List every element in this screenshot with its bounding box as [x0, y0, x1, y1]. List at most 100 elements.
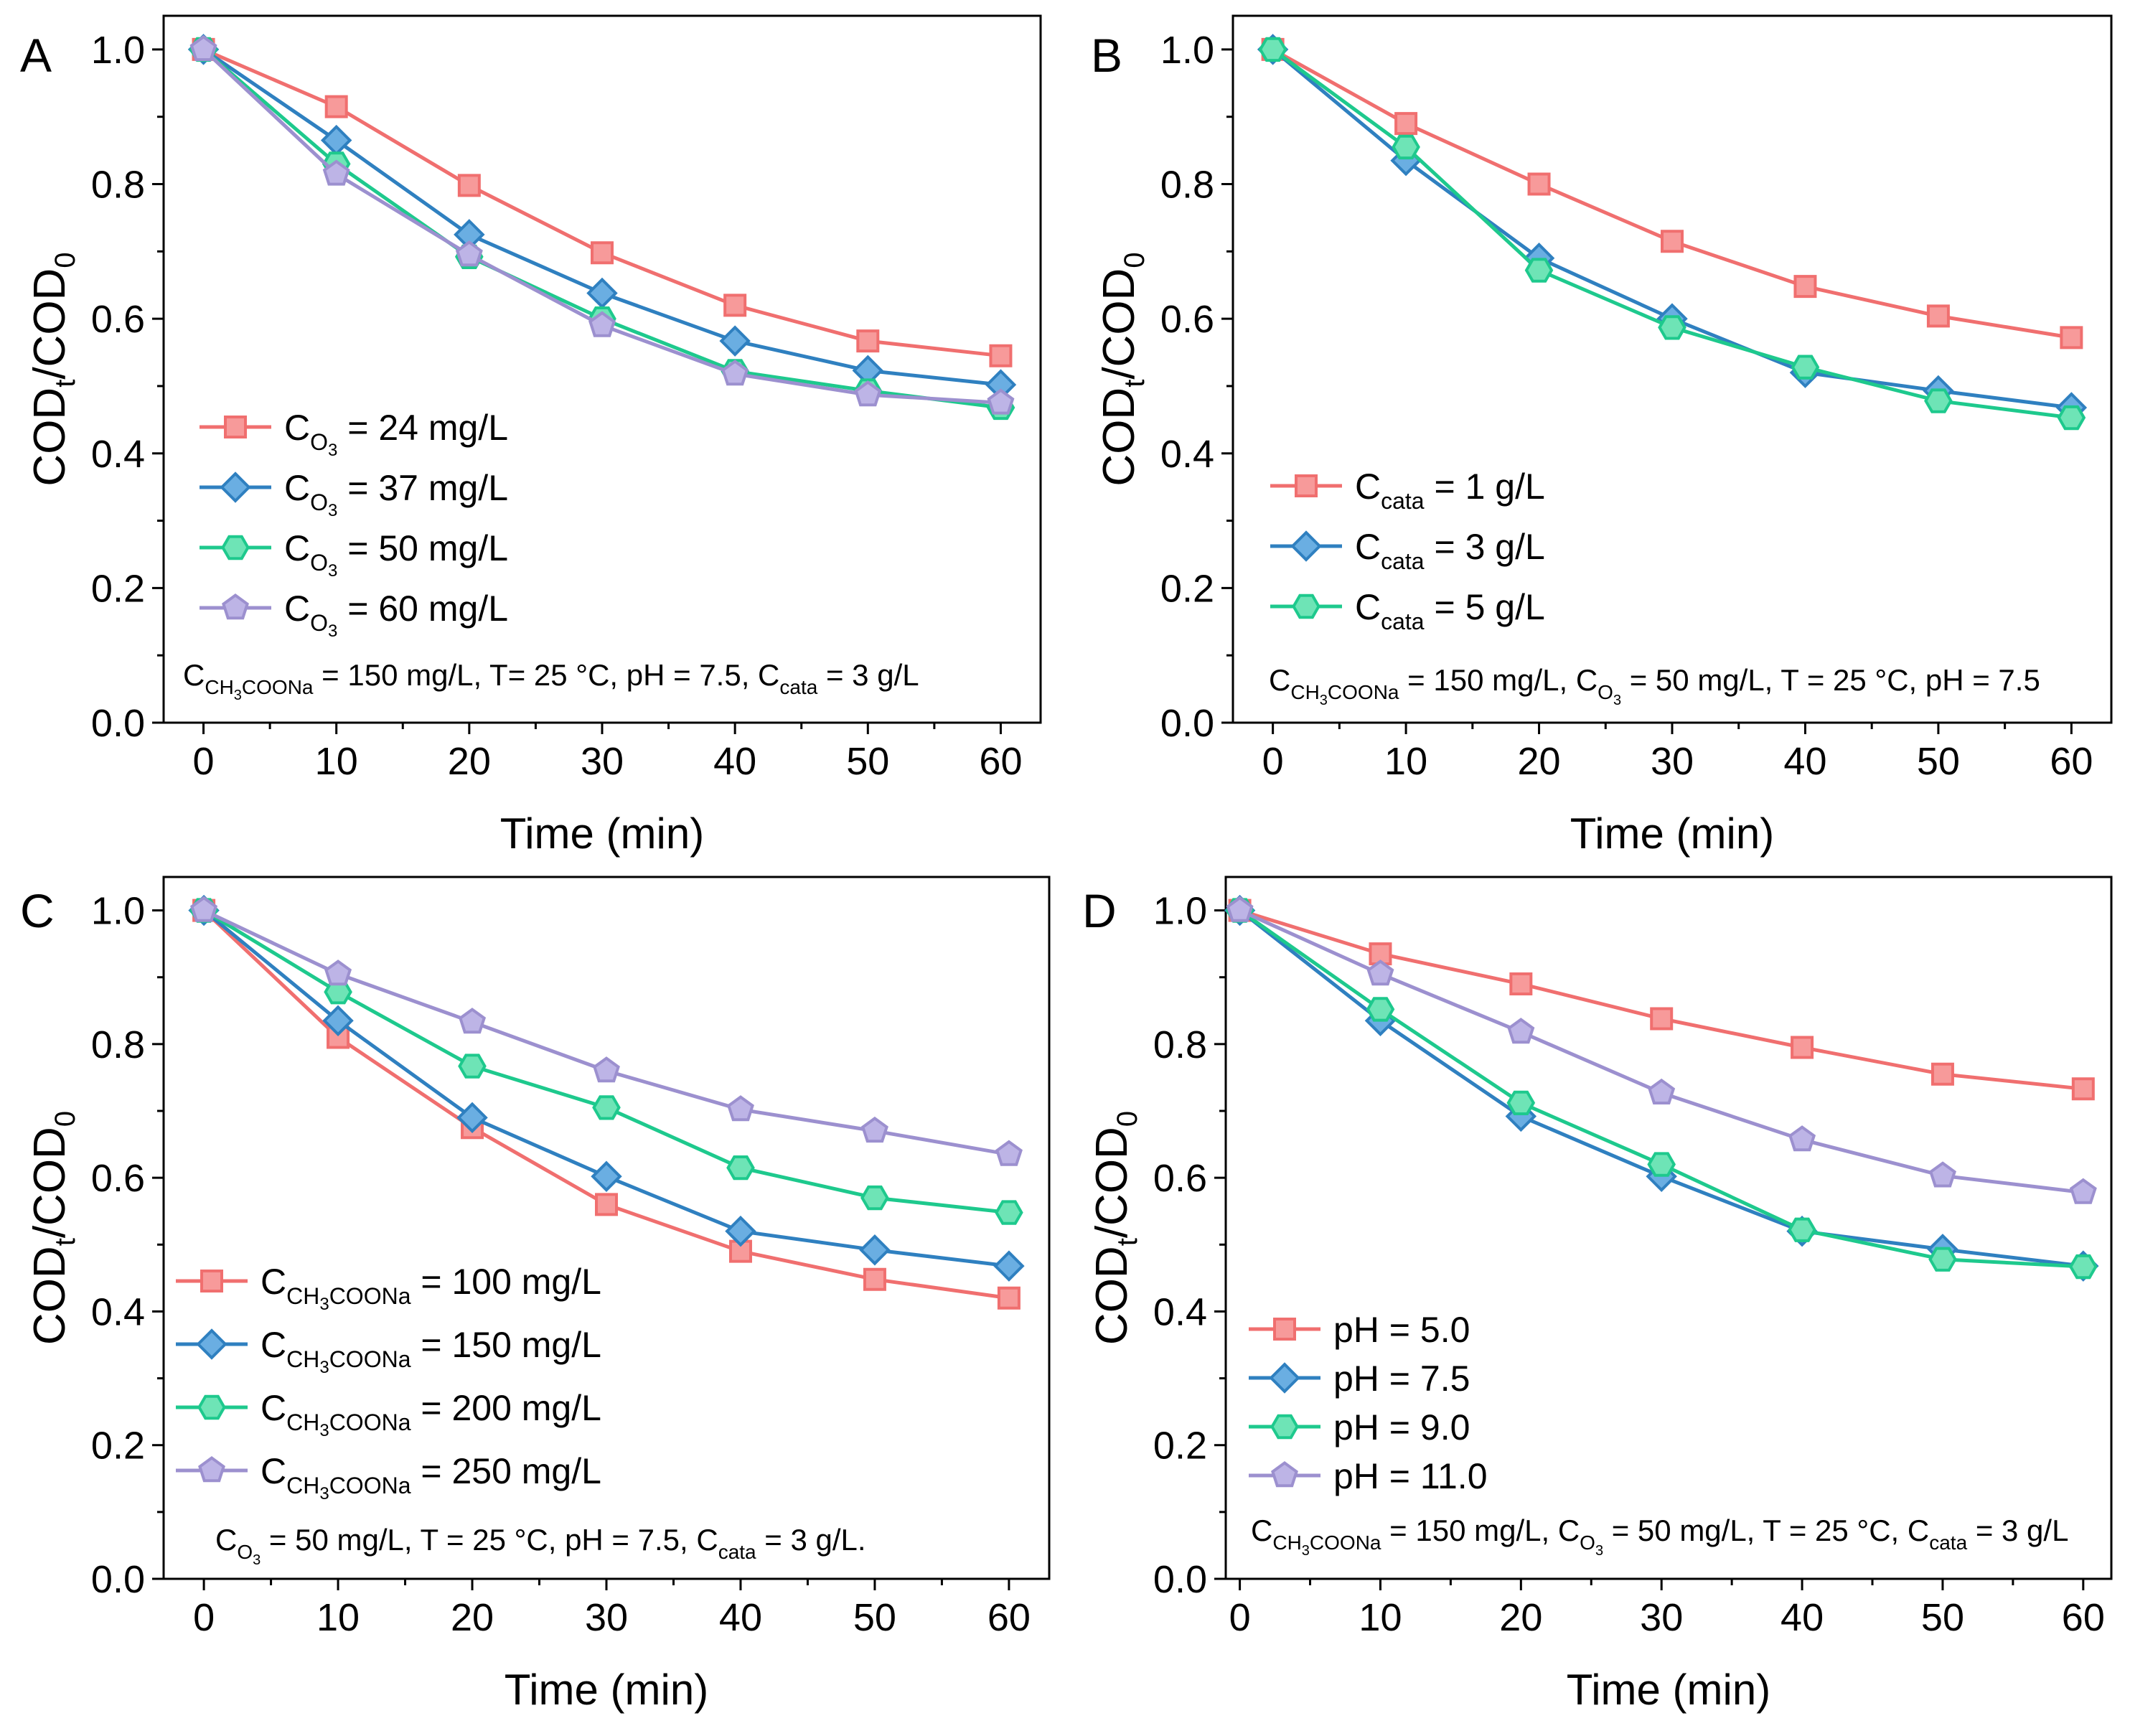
condition-segment: 3: [1320, 693, 1328, 708]
condition-segment: = 50 mg/L, T = 25 °C, C: [1603, 1514, 1929, 1547]
condition-segment: = 3 g/L: [817, 658, 919, 692]
y-label-mid: /COD: [25, 268, 75, 380]
legend-pentagon-marker: [1271, 1461, 1298, 1488]
pentagon-marker: [1788, 1125, 1816, 1152]
legend-label-value: pH = 7.5: [1333, 1359, 1470, 1399]
condition-segment: COONa: [242, 676, 314, 698]
x-tick-label: 60: [2050, 740, 2093, 783]
pentagon-marker: [1507, 1018, 1535, 1044]
y-tick-label: 0.0: [1153, 1558, 1207, 1601]
legend-label: CCH3COONa = 100 mg/L: [261, 1262, 601, 1314]
square-marker: [1793, 275, 1817, 299]
y-tick-label: 0.8: [1160, 164, 1214, 207]
y-tick-label: 0.6: [1153, 1157, 1207, 1200]
legend-label-sub: cata: [1381, 609, 1425, 634]
x-tick-label: 40: [713, 740, 756, 783]
y-label-main: COD: [1094, 388, 1144, 487]
condition-segment: = 150 mg/L, T= 25 °C, pH = 7.5, C: [314, 658, 780, 692]
x-axis-label: Time (min): [505, 1666, 708, 1714]
hexagon-marker: [1524, 258, 1554, 283]
legend-label: CCH3COONa = 250 mg/L: [261, 1451, 601, 1503]
x-tick-label: 60: [987, 1596, 1031, 1639]
legend-label-value: = 100 mg/L: [410, 1262, 601, 1302]
y-label-sub-t: t: [50, 380, 81, 388]
y-tick-label: 0.0: [91, 702, 145, 745]
hexagon-marker: [1258, 37, 1287, 62]
condition-segment: = 50 mg/L, T = 25 °C, pH = 7.5: [1621, 663, 2040, 697]
legend-square-marker: [1295, 474, 1318, 497]
legend-hexagon-marker: [1270, 1414, 1299, 1440]
diamond-marker: [591, 1160, 622, 1193]
pentagon-marker: [1366, 960, 1394, 986]
y-tick-label: 1.0: [91, 29, 145, 72]
legend-diamond-marker: [1269, 1362, 1300, 1394]
hexagon-marker: [1366, 997, 1395, 1022]
y-tick-label: 0.2: [1160, 567, 1214, 610]
hexagon-marker: [1392, 134, 1420, 160]
legend-diamond-marker: [220, 471, 251, 503]
square-marker: [595, 1193, 618, 1216]
y-tick-label: 0.4: [91, 433, 145, 476]
square-marker: [1650, 1007, 1674, 1031]
legend-label-value: = 60 mg/L: [337, 588, 508, 629]
y-tick-label: 1.0: [1160, 29, 1214, 72]
pentagon-marker: [2069, 1178, 2097, 1204]
legend-label-c: C: [261, 1388, 286, 1428]
x-tick-label: 0: [1229, 1596, 1251, 1639]
legend-label: CO3 = 37 mg/L: [284, 468, 508, 520]
condition-segment: 3: [1302, 1543, 1310, 1559]
legend-label: CO3 = 50 mg/L: [284, 528, 508, 581]
legend-label-c: C: [284, 588, 310, 629]
y-tick-label: 0.6: [91, 1157, 145, 1200]
x-tick-label: 30: [1640, 1596, 1683, 1639]
legend-label: CO3 = 60 mg/L: [284, 588, 508, 641]
legend-label-value: = 24 mg/L: [337, 408, 508, 448]
x-tick-label: 20: [448, 740, 491, 783]
legend-label-sub: cata: [1381, 548, 1425, 574]
legend-label-c: C: [284, 528, 310, 568]
y-tick-label: 0.6: [1160, 298, 1214, 341]
square-marker: [1930, 1062, 1954, 1086]
pentagon-marker: [854, 380, 882, 407]
legend-hexagon-marker: [1292, 593, 1320, 619]
pentagon-marker: [860, 1116, 888, 1143]
hexagon-marker: [995, 1200, 1023, 1225]
legend-label-c: C: [261, 1325, 286, 1365]
condition-segment: C: [215, 1523, 237, 1557]
diamond-marker: [320, 124, 352, 156]
square-marker: [1509, 972, 1533, 996]
square-marker: [2060, 326, 2083, 349]
legend-label-sub: CH: [286, 1346, 319, 1372]
condition-segment: O: [1598, 681, 1613, 703]
x-tick-label: 30: [585, 1596, 628, 1639]
hexagon-marker: [1658, 315, 1686, 340]
x-tick-label: 10: [315, 740, 358, 783]
condition-segment: cata: [779, 676, 817, 698]
pentagon-marker: [322, 159, 350, 186]
series-line: [1271, 47, 2072, 410]
legend-label-sub: CH: [286, 1473, 319, 1498]
y-tick-label: 0.2: [91, 1425, 145, 1468]
condition-segment: = 3 g/L.: [756, 1523, 866, 1557]
y-tick-label: 0.0: [91, 1558, 145, 1601]
pentagon-marker: [987, 388, 1015, 415]
legend-label-sub2: COONa: [329, 1346, 411, 1372]
legend-label-value: pH = 9.0: [1333, 1407, 1470, 1448]
pentagon-marker: [1226, 896, 1254, 922]
condition-segment: COONa: [1310, 1531, 1381, 1554]
legend-label: pH = 9.0: [1333, 1407, 1470, 1448]
series-line: [1272, 47, 2072, 339]
legend-label-sub: CH: [286, 1283, 319, 1309]
legend-diamond-marker: [196, 1328, 227, 1360]
y-label-mid: /COD: [1087, 1127, 1137, 1238]
legend-diamond-marker: [1290, 530, 1322, 562]
y-axis-label: CODt/COD0: [1087, 1111, 1143, 1345]
condition-segment: C: [1251, 1514, 1272, 1547]
legend-label-c: C: [284, 468, 310, 508]
y-axis-label: CODt/COD0: [25, 252, 81, 486]
x-tick-label: 20: [1499, 1596, 1542, 1639]
square-marker: [723, 294, 747, 317]
hexagon-marker: [860, 1185, 889, 1211]
y-axis-label: CODt/COD0: [1094, 252, 1150, 486]
